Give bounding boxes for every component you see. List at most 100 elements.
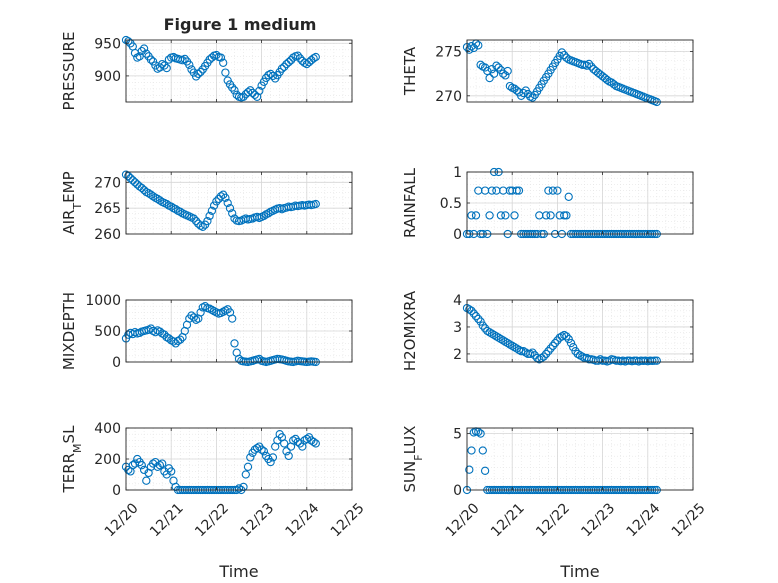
x-axis-label: Time	[218, 562, 258, 581]
subplot-sun_flux: 0 5 SUNFLUX 12/20 12/21 12/22 12/23 12/24 12/25 T…	[401, 426, 709, 581]
data-point	[243, 462, 253, 471]
data-point	[487, 329, 497, 338]
data-point	[241, 470, 250, 479]
data-point	[180, 54, 189, 64]
data-point	[501, 71, 510, 80]
x-tick-label: 12/20	[443, 500, 483, 540]
data-point	[295, 54, 305, 63]
data-point	[162, 199, 171, 209]
data-point	[467, 306, 476, 315]
y-tick-label: 0	[112, 355, 121, 371]
data-point	[609, 80, 619, 89]
y-tick-label: 0	[453, 227, 462, 243]
y-axis-label: RAINFALL	[401, 167, 419, 238]
y-tick-label: 1000	[85, 293, 121, 309]
data-point	[139, 44, 149, 53]
data-point	[230, 339, 239, 348]
data-point	[266, 457, 275, 467]
data-point	[289, 436, 298, 445]
data-point	[478, 446, 487, 455]
data-point	[519, 347, 528, 356]
data-point	[483, 66, 492, 76]
data-point	[309, 437, 318, 447]
data-point	[510, 343, 519, 352]
data-point	[485, 73, 494, 83]
data-point	[512, 344, 521, 353]
data-point	[650, 356, 659, 365]
data-point	[546, 211, 555, 220]
data-point	[489, 69, 499, 78]
x-tick-label: 12/23	[237, 500, 277, 540]
y-tick-label: 275	[435, 45, 462, 61]
y-axis-label: H2OMIXRA	[401, 290, 419, 371]
subplot-mixdepth: 0 500 1000 MIXDEPTH	[60, 292, 353, 371]
y-tick-label: 1	[453, 165, 462, 181]
data-point	[284, 58, 293, 67]
data-point	[191, 216, 201, 226]
data-point	[280, 439, 289, 448]
data-point	[228, 83, 237, 92]
y-tick-label: 270	[94, 175, 121, 191]
data-point	[476, 429, 485, 438]
y-tick-label: 2	[453, 347, 462, 363]
y-tick-label: 0.5	[440, 196, 462, 212]
data-point	[185, 60, 194, 69]
subplot-air_temp: 260 265 270 AIRTEMP	[60, 170, 353, 243]
data-point	[246, 86, 255, 95]
data-point	[548, 341, 558, 350]
data-point	[128, 176, 137, 185]
data-point	[560, 50, 569, 60]
data-point	[158, 459, 167, 468]
data-point	[584, 59, 594, 69]
data-point	[546, 344, 555, 353]
y-tick-label: 400	[94, 421, 121, 437]
x-tick-label: 12/24	[283, 500, 323, 540]
axes-box	[466, 39, 694, 103]
data-point	[148, 192, 158, 201]
data-point	[512, 186, 521, 195]
data-point	[505, 81, 515, 91]
data-point	[259, 211, 269, 221]
data-point	[471, 312, 481, 321]
data-point	[171, 205, 180, 214]
y-tick-label: 500	[94, 324, 121, 340]
data-point	[550, 338, 560, 348]
data-point	[230, 86, 239, 95]
data-point	[189, 214, 198, 223]
data-point	[492, 332, 501, 341]
axes-box	[466, 427, 694, 491]
data-point	[553, 186, 562, 195]
data-point	[200, 302, 210, 311]
data-point	[282, 447, 291, 456]
y-axis-label: SUNFLUX	[401, 426, 425, 493]
data-point	[268, 71, 278, 81]
data-point	[528, 348, 537, 357]
data-point	[560, 330, 569, 340]
y-axis-label: TERRMSL	[60, 425, 84, 494]
data-point	[219, 58, 228, 67]
data-point	[526, 349, 535, 359]
data-point	[284, 451, 293, 461]
data-point	[225, 204, 235, 213]
x-tick-label: 12/25	[328, 500, 368, 540]
plot-area	[467, 428, 693, 490]
data-point	[476, 60, 485, 69]
data-point	[311, 52, 320, 62]
subplot-theta: 270 275 THETA	[401, 39, 694, 107]
data-point	[564, 334, 573, 344]
data-point	[548, 186, 558, 195]
subplot-rainfall: 0 0.5 1 RAINFALL	[401, 165, 694, 243]
data-point	[469, 309, 478, 318]
data-point	[562, 53, 571, 62]
data-point	[471, 211, 481, 220]
data-point	[124, 37, 133, 46]
data-point	[562, 332, 571, 341]
data-point	[573, 349, 582, 359]
data-point	[560, 211, 569, 220]
subplot-pressure: 900 950 PRESSURE	[60, 32, 353, 110]
data-point	[142, 49, 151, 58]
data-point	[528, 93, 537, 102]
y-tick-label: 0	[112, 483, 121, 499]
data-point	[239, 482, 248, 492]
